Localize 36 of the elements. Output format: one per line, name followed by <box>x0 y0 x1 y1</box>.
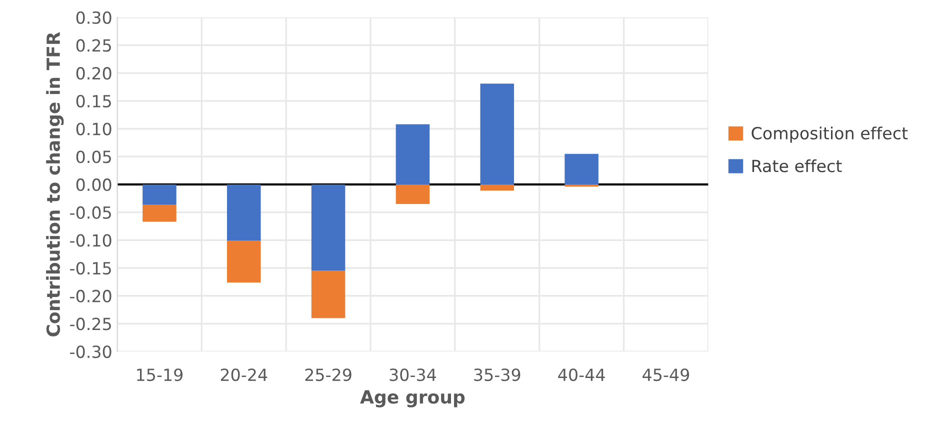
y-axis-title: Contribution to change in TFR <box>46 32 64 336</box>
y-tick-label: 0.10 <box>76 122 112 136</box>
y-tick-label: -0.20 <box>70 290 112 302</box>
y-tick-label: -0.25 <box>70 318 111 330</box>
y-tick-label: 0.25 <box>76 39 111 52</box>
bar <box>142 184 176 204</box>
bar <box>396 184 430 204</box>
y-tick-label: 0.05 <box>76 150 111 164</box>
y-tick-label: 0.30 <box>76 11 112 24</box>
bar <box>564 184 598 187</box>
bar <box>311 184 346 271</box>
bar <box>564 154 598 184</box>
bar <box>142 204 176 222</box>
x-axis-title: Age group <box>360 390 465 408</box>
x-tick-label: 15-19 <box>137 368 183 382</box>
y-tick-label: -0.15 <box>70 262 111 275</box>
x-tick-label: 45-49 <box>642 368 690 382</box>
x-tick-label: 30-34 <box>390 368 436 382</box>
bar <box>226 184 261 241</box>
x-tick-label: 35-39 <box>474 368 520 382</box>
x-tick-label: 20-24 <box>220 368 268 382</box>
bar <box>226 240 261 282</box>
bar <box>480 84 514 184</box>
bar <box>396 124 430 184</box>
x-tick-label: 40-44 <box>558 368 605 382</box>
legend-label: Composition effect <box>752 126 908 143</box>
y-tick-label: -0.30 <box>70 346 112 358</box>
y-tick-label: 0.15 <box>76 94 111 108</box>
bar <box>311 270 346 318</box>
y-tick-label: -0.05 <box>70 206 111 219</box>
y-tick-label: -0.10 <box>70 234 112 247</box>
legend-label: Rate effect <box>752 159 842 172</box>
y-tick-label: 0.00 <box>76 178 112 192</box>
x-tick-label: 25-29 <box>305 368 352 382</box>
bar <box>480 184 514 191</box>
y-tick-label: 0.20 <box>76 67 112 80</box>
